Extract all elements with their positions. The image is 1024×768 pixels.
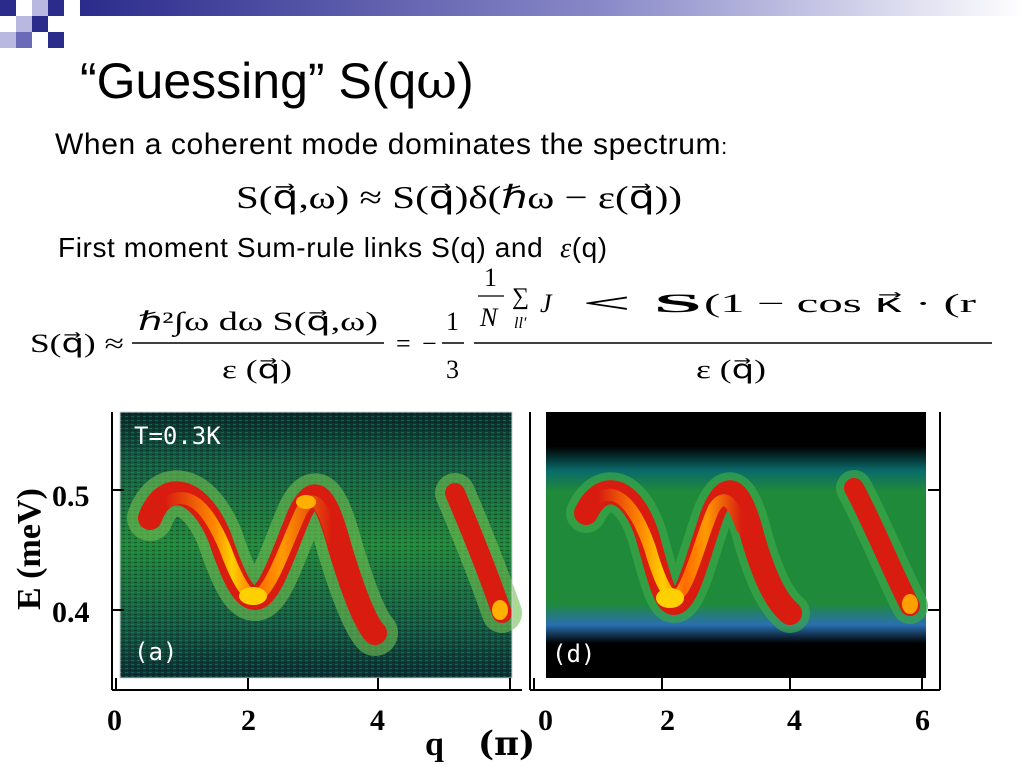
title-omega: ω [416, 52, 458, 110]
eq2-inner-numerator: 1 [484, 263, 497, 292]
x-tick-a-0: 0 [107, 704, 122, 737]
x-tick-d-0: 0 [538, 704, 553, 737]
x-tick-a-2: 2 [241, 704, 256, 737]
x-axis-label-q: q [425, 726, 444, 763]
slide-title: “Guessing” S(qω) [80, 50, 474, 112]
eq2-third-denominator: 3 [446, 355, 459, 384]
eq2-coupling: J [540, 289, 553, 318]
eq2-cos-term: (1 − cos κ⃗ · (r [704, 289, 977, 318]
eq2-minus: − [422, 329, 437, 358]
eq2-frac1-numerator: ℏ²∫ω dω S(q⃗,ω) [138, 307, 378, 337]
x-axis-label-unit: (π) [478, 724, 536, 764]
coherent-mode-colon: : [721, 134, 728, 159]
sum-rule-label: First moment Sum-rule links S(q) and [58, 232, 544, 263]
eq2-frac2-denominator: ε (q⃗) [696, 355, 766, 384]
y-tick-0.4: 0.4 [52, 596, 90, 629]
eq2-lhs: S(q⃗) ≈ [30, 329, 124, 358]
title-prefix: “Guessing” S(q [80, 53, 417, 109]
eq2-spin-product: < S [582, 289, 702, 318]
y-axis-label: E (meV) [11, 488, 48, 610]
title-suffix: ) [457, 53, 474, 109]
x-tick-d-2: 2 [660, 704, 675, 737]
eq2-sum-subscript: ll′ [514, 315, 527, 332]
spectrum-panel-d: (d) [528, 398, 948, 698]
sum-rule-suffix: (q) [571, 232, 608, 263]
x-tick-a-4: 4 [370, 704, 385, 737]
x-tick-d-4: 4 [787, 704, 802, 737]
header-decoration [0, 0, 1024, 48]
sum-rule-text: First moment Sum-rule links S(q) and ε(q… [58, 232, 608, 265]
y-tick-0.5: 0.5 [52, 480, 90, 513]
eq2-sum-symbol: ∑ [512, 284, 529, 310]
sum-rule-epsilon: ε [560, 233, 572, 264]
x-tick-d-6: 6 [915, 704, 930, 737]
coherent-mode-label: When a coherent mode dominates the spect… [55, 128, 722, 161]
coherent-mode-text: When a coherent mode dominates the spect… [55, 128, 728, 162]
eq2-inner-denominator: N [479, 303, 499, 332]
equation-1-text: S(q⃗,ω) ≈ S(q⃗)δ(ℏω − ε(q⃗)) [236, 179, 682, 215]
eq2-third-numerator: 1 [446, 307, 459, 336]
spectrum-panel-a: T=0.3K (a) [110, 398, 530, 698]
temperature-label: T=0.3K [134, 422, 221, 450]
eq2-equals: = [396, 329, 411, 358]
panel-a-label: (a) [134, 638, 177, 666]
eq2-frac1-denominator: ε (q⃗) [222, 355, 292, 384]
panel-d-label: (d) [552, 640, 595, 668]
